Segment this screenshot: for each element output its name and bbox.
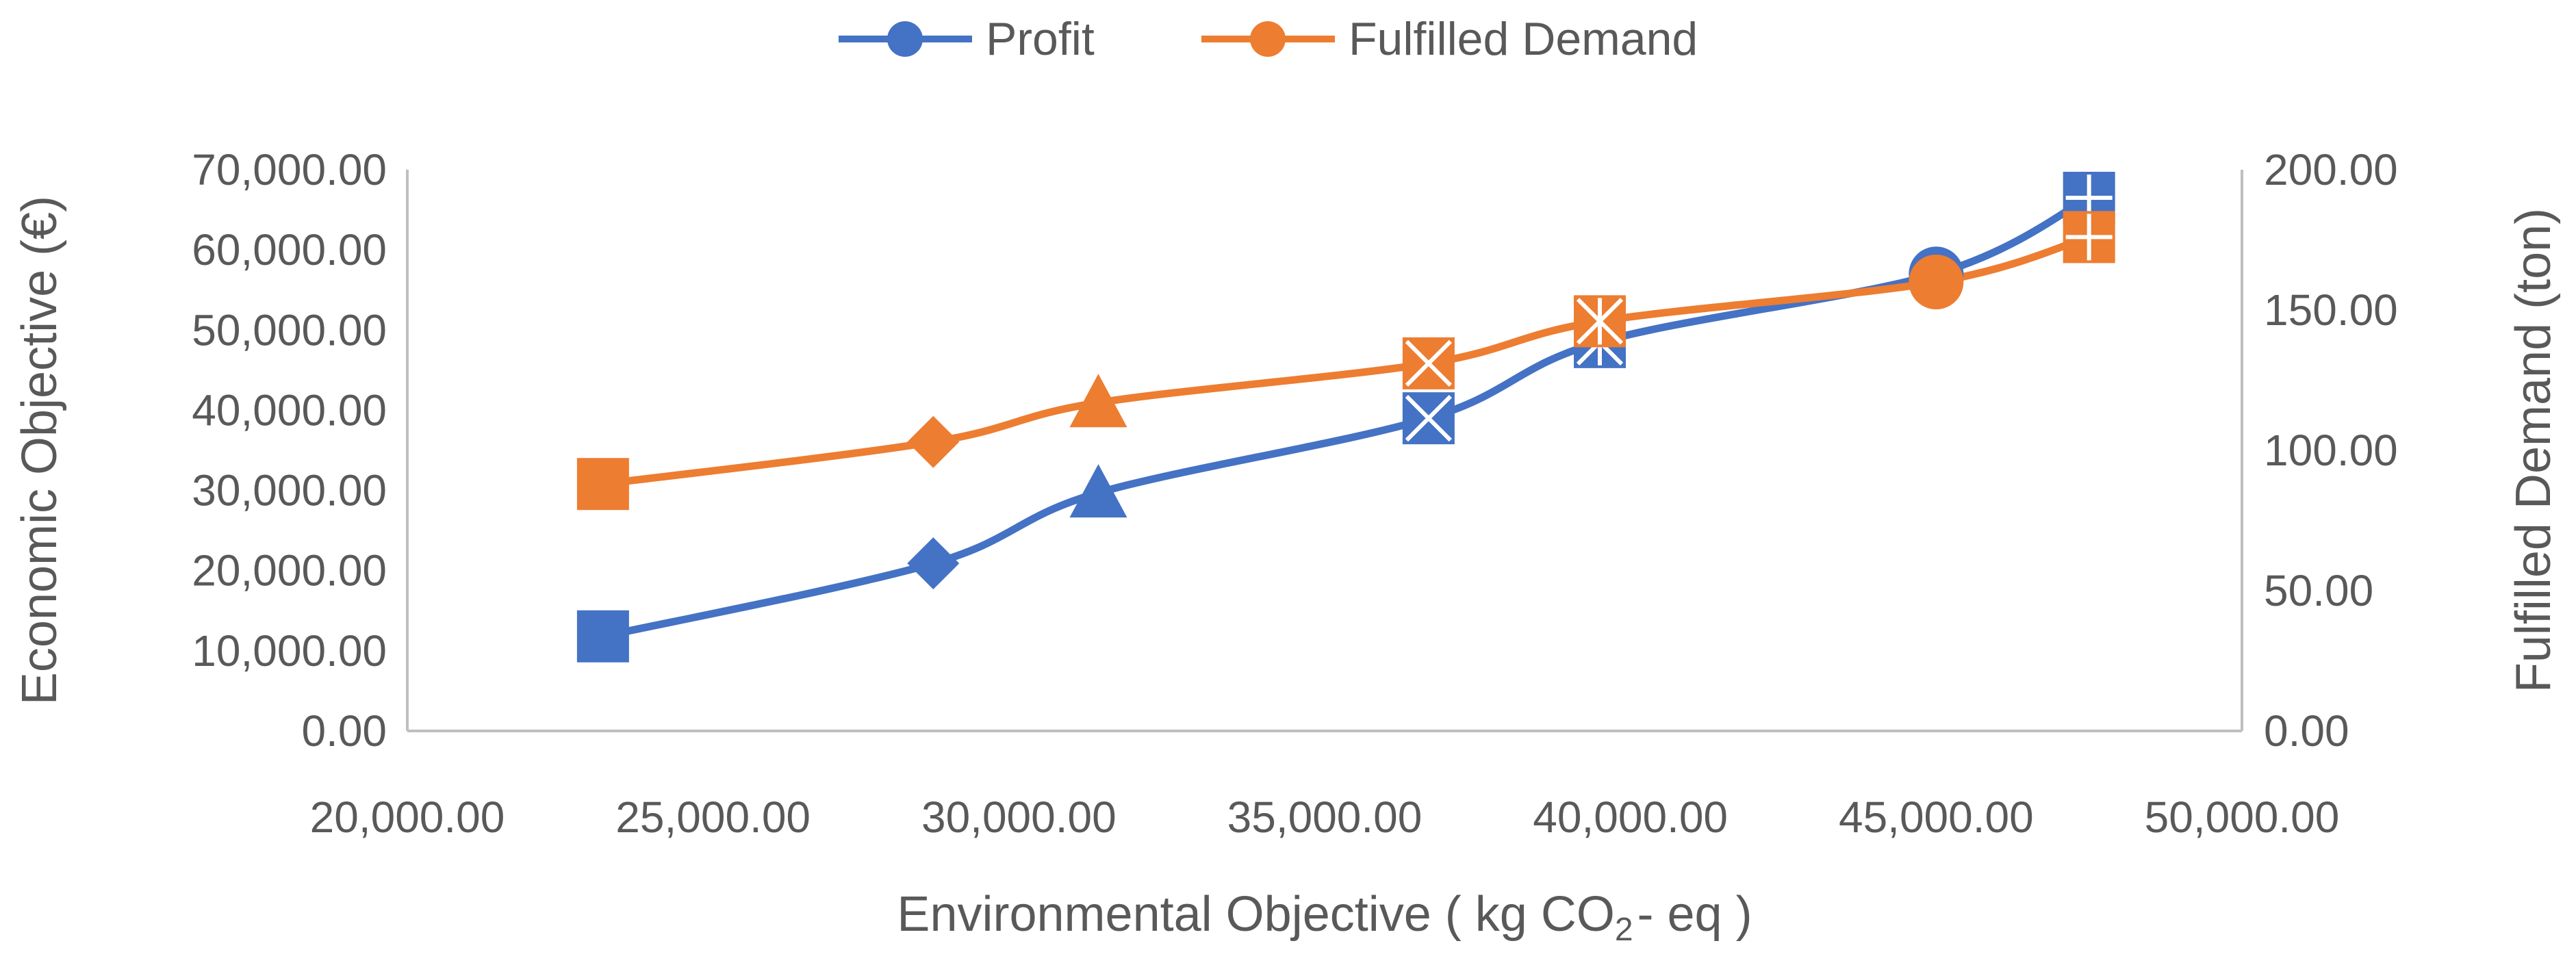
x-tick-label: 50,000.00	[2145, 793, 2340, 842]
fulfilled-demand-point-5	[1574, 295, 1626, 348]
legend-demand-marker	[1250, 21, 1286, 57]
left-axis-title: Economic Objective (€)	[12, 196, 67, 705]
y-right-tick-label: 100.00	[2264, 426, 2398, 475]
y-right-tick-label: 50.00	[2264, 566, 2373, 615]
profit-point-1	[576, 610, 629, 662]
right-axis-title: Fulfilled Demand (ton)	[2506, 208, 2561, 693]
legend-profit-label: Profit	[986, 13, 1095, 65]
legend: Profit Fulfilled Demand	[839, 13, 1698, 65]
fulfilled-demand-point-3	[1069, 374, 1127, 428]
profit-point-4-cross	[1405, 395, 1452, 442]
profit-point-4	[1402, 392, 1455, 445]
x-tick-label: 45,000.00	[1839, 793, 2034, 842]
profit-line	[599, 194, 2093, 641]
x-tick-label: 20,000.00	[310, 793, 505, 842]
fulfilled-demand-point-1	[576, 458, 629, 511]
y-left-tick-label: 60,000.00	[192, 225, 387, 274]
fulfilled-demand-point-7-cross	[2065, 214, 2113, 261]
legend-profit-marker	[887, 21, 923, 57]
y-left-tick-label: 20,000.00	[192, 546, 387, 595]
y-left-tick-label: 0.00	[301, 706, 387, 756]
x-tick-label: 40,000.00	[1533, 793, 1728, 842]
x-tick-label: 30,000.00	[921, 793, 1117, 842]
y-left-tick-label: 50,000.00	[192, 305, 387, 355]
y-left-tick-label: 70,000.00	[192, 145, 387, 194]
x-tick-label: 35,000.00	[1227, 793, 1423, 842]
y-left-tick-label: 40,000.00	[192, 385, 387, 435]
fulfilled-demand-point-4	[1402, 337, 1455, 389]
fulfilled-demand-line	[599, 233, 2093, 488]
y-left-tick-label: 30,000.00	[192, 466, 387, 515]
fulfilled-demand-point-5-cross	[1576, 298, 1624, 345]
y-right-tick-label: 0.00	[2264, 706, 2349, 756]
y-right-tick-label: 200.00	[2264, 145, 2398, 194]
fulfilled-demand-point-7	[2063, 211, 2115, 263]
profit-point-2	[907, 537, 960, 590]
fulfilled-demand-point-6	[1909, 255, 1964, 309]
fulfilled-demand-point-4-cross	[1405, 339, 1452, 387]
x-tick-label: 25,000.00	[615, 793, 811, 842]
profit-point-3	[1069, 464, 1127, 518]
fulfilled-demand-point-2	[907, 415, 960, 468]
y-left-tick-label: 10,000.00	[192, 626, 387, 676]
x-axis-title: Environmental Objective ( kg CO2- eq )	[897, 887, 1752, 948]
legend-demand-label: Fulfilled Demand	[1349, 13, 1698, 65]
y-right-tick-label: 150.00	[2264, 285, 2398, 335]
